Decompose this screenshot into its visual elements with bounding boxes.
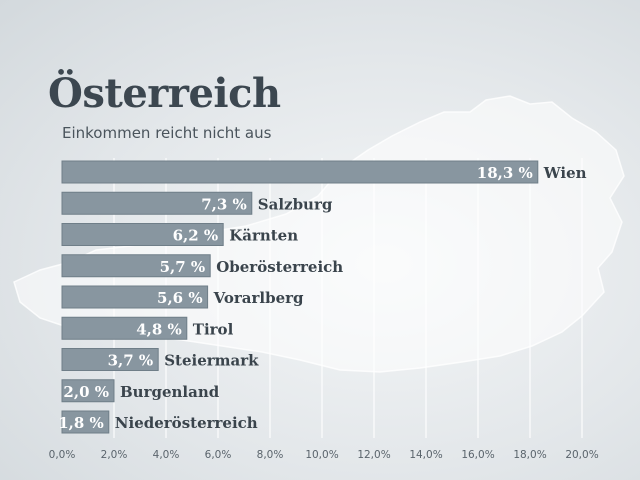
bar	[61, 254, 211, 278]
bar-category-label: Salzburg	[258, 195, 333, 213]
x-tick-label: 20,0%	[565, 449, 598, 461]
bar-value-label: 5,7 %	[160, 258, 206, 276]
bar-group: 1,8 % Niederösterreich	[58, 410, 258, 434]
bar-category-label: Vorarlberg	[213, 289, 304, 307]
bar-value-label: 18,3 %	[477, 164, 533, 182]
page-title: Österreich	[48, 70, 281, 117]
bar-group: 2,0 % Burgenland	[61, 379, 220, 403]
bar-category-label: Wien	[543, 164, 587, 182]
bar	[61, 191, 253, 215]
bar	[61, 285, 209, 309]
bar-category-label: Burgenland	[120, 383, 220, 401]
bar-group: 4,8 % Tirol	[61, 316, 234, 340]
x-tick-label: 14,0%	[409, 449, 442, 461]
bar-group: 18,3 % Wien	[61, 160, 587, 184]
bar	[61, 160, 539, 184]
bar-value-label: 4,8 %	[136, 320, 182, 338]
bar-value-label: 2,0 %	[63, 383, 109, 401]
bar-category-label: Kärnten	[229, 227, 298, 245]
bar	[61, 348, 159, 371]
bar-value-label: 6,2 %	[173, 227, 219, 245]
bar	[61, 316, 188, 340]
bar-value-label: 7,3 %	[201, 195, 247, 213]
bar-value-label: 3,7 %	[108, 352, 154, 370]
x-tick-label: 6,0%	[205, 449, 232, 461]
x-tick-label: 10,0%	[305, 449, 338, 461]
bar-category-label: Steiermark	[164, 352, 259, 370]
grid-lines	[113, 158, 583, 438]
x-tick-label: 8,0%	[257, 449, 284, 461]
bar-group: 3,7 % Steiermark	[61, 348, 259, 371]
x-tick-label: 18,0%	[513, 449, 546, 461]
x-tick-label: 4,0%	[153, 449, 180, 461]
bar-value-label: 5,6 %	[157, 289, 203, 307]
bars: 18,3 % Wien 7,3 % Salzburg 6,2 % Kärnten 5,7 %…	[58, 160, 587, 434]
bar-group: 6,2 % Kärnten	[61, 223, 298, 246]
x-tick-label: 2,0%	[101, 449, 128, 461]
bar	[61, 223, 224, 246]
bar-group: 5,7 % Oberösterreich	[61, 254, 343, 278]
bar-group: 5,6 % Vorarlberg	[61, 285, 304, 309]
bar	[61, 379, 115, 403]
bar-category-label: Tirol	[193, 320, 234, 338]
bar-category-label: Oberösterreich	[216, 258, 343, 276]
x-axis-ticks: 0,0% 2,0% 4,0% 6,0% 8,0% 10,0% 12,0% 14,0% 16,0%…	[49, 449, 599, 461]
bar	[61, 410, 110, 434]
page-subtitle: Einkommen reicht nicht aus	[62, 124, 272, 142]
bar-value-label: 1,8 %	[58, 414, 104, 432]
bar-group: 7,3 % Salzburg	[61, 191, 333, 215]
x-tick-label: 12,0%	[357, 449, 390, 461]
x-tick-label: 16,0%	[461, 449, 494, 461]
x-tick-label: 0,0%	[49, 449, 76, 461]
bar-category-label: Niederösterreich	[115, 414, 258, 432]
